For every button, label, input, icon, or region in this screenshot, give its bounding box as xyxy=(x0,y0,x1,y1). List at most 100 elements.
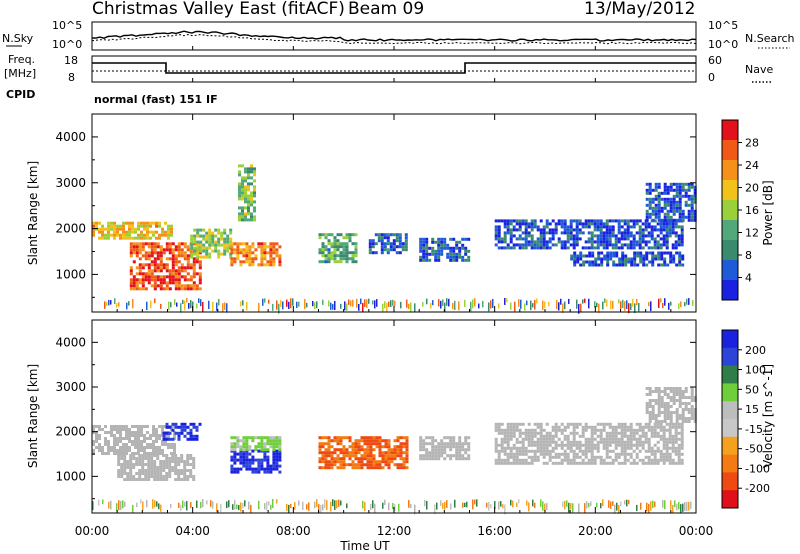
data-cell xyxy=(183,466,187,469)
data-cell xyxy=(192,242,196,246)
data-cell xyxy=(272,467,276,471)
data-cell xyxy=(146,233,149,237)
noise-cell xyxy=(264,298,266,303)
data-cell xyxy=(336,245,340,249)
data-cell xyxy=(318,448,322,452)
data-cell xyxy=(443,246,447,250)
data-cell xyxy=(244,212,247,216)
data-cell xyxy=(174,269,178,273)
data-cell xyxy=(656,422,660,426)
data-cell xyxy=(250,215,253,219)
data-cell xyxy=(324,460,328,464)
data-cell xyxy=(92,227,95,231)
data-cell xyxy=(336,457,340,461)
data-cell xyxy=(629,240,633,244)
data-cell xyxy=(241,218,244,222)
data-cell xyxy=(125,221,128,225)
data-cell xyxy=(494,443,498,447)
data-cell xyxy=(566,437,570,441)
data-cell xyxy=(165,463,169,466)
data-cell xyxy=(515,219,519,223)
data-cell xyxy=(183,254,187,258)
data-cell xyxy=(192,266,196,270)
data-cell xyxy=(180,469,184,472)
data-cell xyxy=(614,246,618,250)
data-cell xyxy=(257,442,261,446)
data-cell xyxy=(128,446,131,449)
data-cell xyxy=(668,431,672,435)
data-cell xyxy=(383,245,387,249)
data-cell xyxy=(155,437,158,440)
noise-cell xyxy=(182,500,184,509)
data-cell xyxy=(339,254,343,258)
data-cell xyxy=(569,222,573,226)
data-cell xyxy=(135,472,139,475)
data-cell xyxy=(278,442,282,446)
data-cell xyxy=(572,431,576,435)
noise-cell xyxy=(650,301,652,312)
data-cell xyxy=(383,236,387,240)
data-cell xyxy=(146,431,149,434)
data-cell xyxy=(572,234,576,238)
data-cell xyxy=(654,257,658,261)
colorbar-tick-label: 50 xyxy=(745,383,759,396)
data-cell xyxy=(575,425,579,429)
data-cell xyxy=(605,234,609,238)
data-cell xyxy=(503,449,507,453)
data-cell xyxy=(566,461,570,465)
data-cell xyxy=(608,431,612,435)
data-cell xyxy=(506,225,510,229)
data-cell xyxy=(542,455,546,459)
data-cell xyxy=(318,460,322,464)
data-cell xyxy=(573,251,577,255)
data-cell xyxy=(110,221,113,225)
data-cell xyxy=(680,434,684,438)
data-cell xyxy=(131,224,134,228)
noise-cell xyxy=(374,503,376,514)
data-cell xyxy=(140,233,143,237)
data-cell xyxy=(663,215,667,219)
data-cell xyxy=(208,231,212,235)
noise-cell xyxy=(608,500,610,508)
data-cell xyxy=(542,440,546,444)
data-cell xyxy=(690,209,694,213)
noise-cell xyxy=(582,299,584,304)
noise-cell xyxy=(434,504,436,515)
data-cell xyxy=(177,248,181,252)
data-cell xyxy=(401,245,405,249)
data-cell xyxy=(674,440,678,444)
data-cell xyxy=(236,467,240,471)
data-cell xyxy=(608,243,612,247)
data-cell xyxy=(494,422,498,426)
data-cell xyxy=(395,239,399,243)
data-cell xyxy=(638,219,642,223)
data-cell xyxy=(422,454,426,458)
data-cell xyxy=(509,449,513,453)
data-cell xyxy=(402,463,406,467)
data-cell xyxy=(254,470,258,474)
data-cell xyxy=(321,436,325,440)
data-cell xyxy=(425,448,429,452)
data-cell xyxy=(186,437,190,441)
data-cell xyxy=(657,408,661,411)
noise-cell xyxy=(158,503,160,510)
data-cell xyxy=(244,206,247,210)
data-cell xyxy=(533,240,537,244)
data-cell xyxy=(242,248,246,252)
data-cell xyxy=(425,255,429,259)
data-cell xyxy=(150,251,154,255)
data-cell xyxy=(675,209,679,213)
data-cell xyxy=(455,448,459,452)
data-cell xyxy=(605,431,609,435)
data-cell xyxy=(657,182,661,186)
data-cell xyxy=(653,461,657,465)
data-cell xyxy=(141,248,145,252)
data-cell xyxy=(269,263,273,267)
data-cell xyxy=(636,251,640,255)
data-cell xyxy=(250,191,253,195)
data-cell xyxy=(384,460,388,464)
data-cell xyxy=(542,243,546,247)
data-cell xyxy=(152,230,155,234)
data-cell xyxy=(648,200,652,204)
data-cell xyxy=(617,231,621,235)
